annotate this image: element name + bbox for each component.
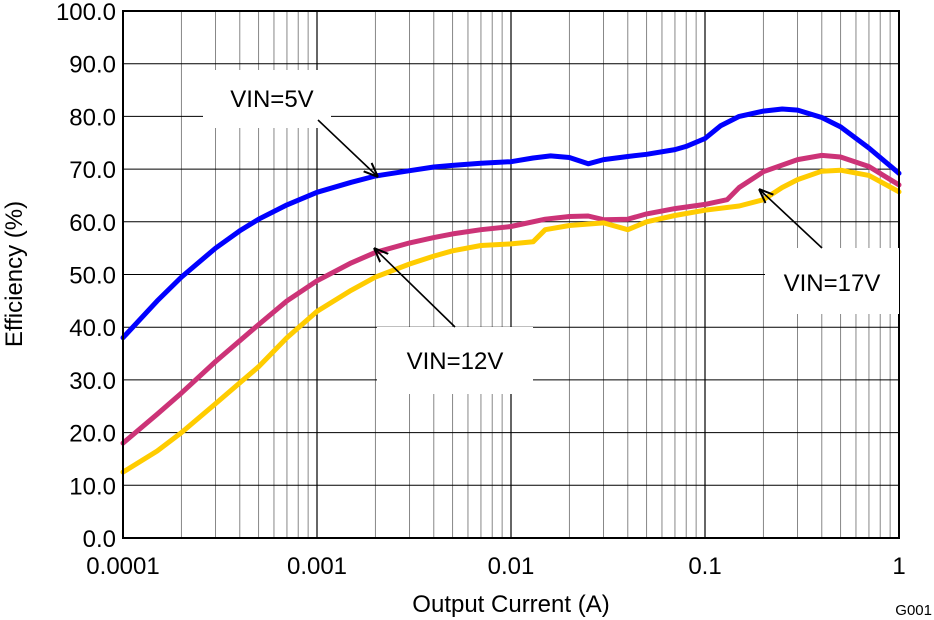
figure-id: G001 <box>895 602 932 619</box>
y-tick-label: 50.0 <box>69 263 116 290</box>
tick-labels: 0.010.020.030.040.050.060.070.080.090.01… <box>56 0 906 580</box>
x-tick-label: 0.1 <box>688 553 721 580</box>
callout-box-vin-5v <box>203 70 331 128</box>
callouts: VIN=5V VIN=12V VIN=17V <box>203 70 899 394</box>
callout-arrow-vin-5v <box>317 119 377 176</box>
y-tick-label: 60.0 <box>69 210 116 237</box>
callout-label-vin-5v: VIN=5V <box>230 86 313 113</box>
y-tick-label: 40.0 <box>69 315 116 342</box>
callout-label-vin-12v: VIN=12V <box>407 348 504 375</box>
y-tick-label: 10.0 <box>69 473 116 500</box>
x-tick-label: 1 <box>892 553 905 580</box>
y-tick-label: 20.0 <box>69 421 116 448</box>
y-tick-label: 70.0 <box>69 157 116 184</box>
x-tick-label: 0.001 <box>287 553 347 580</box>
y-tick-label: 90.0 <box>69 52 116 79</box>
callout-box-vin-17v <box>765 248 899 314</box>
series-line-vin-12v <box>120 152 902 446</box>
y-tick-label: 100.0 <box>56 0 116 26</box>
callout-label-vin-17v: VIN=17V <box>784 270 881 297</box>
y-tick-label: 0.0 <box>83 526 116 553</box>
x-tick-label: 0.0001 <box>86 553 159 580</box>
series-line-vin-5v <box>120 106 902 341</box>
x-axis-title: Output Current (A) <box>412 591 609 618</box>
callout-arrow-vin-17v <box>760 190 823 249</box>
callout-arrow-vin-12v <box>375 249 456 328</box>
x-tick-label: 0.01 <box>488 553 535 580</box>
y-tick-label: 30.0 <box>69 368 116 395</box>
series-lines <box>120 106 902 475</box>
y-tick-label: 80.0 <box>69 104 116 131</box>
callout-box-vin-12v <box>377 327 533 394</box>
series-line-vin-17v <box>120 167 902 475</box>
y-axis-title: Efficiency (%) <box>1 201 28 347</box>
